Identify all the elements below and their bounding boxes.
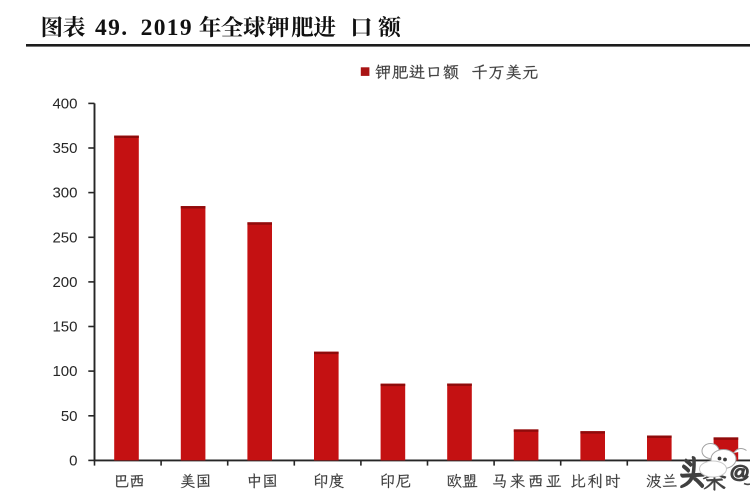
svg-text:150: 150	[52, 319, 77, 336]
svg-text:50: 50	[61, 408, 78, 425]
svg-text:300: 300	[52, 185, 77, 202]
svg-text:0: 0	[69, 453, 77, 470]
svg-text:250: 250	[52, 229, 77, 246]
svg-text:49.: 49.	[95, 15, 129, 41]
svg-text:400: 400	[52, 96, 77, 113]
svg-text:350: 350	[52, 140, 77, 157]
svg-text:200: 200	[52, 274, 77, 291]
svg-text:2019: 2019	[141, 15, 193, 41]
svg-text:100: 100	[52, 363, 77, 380]
